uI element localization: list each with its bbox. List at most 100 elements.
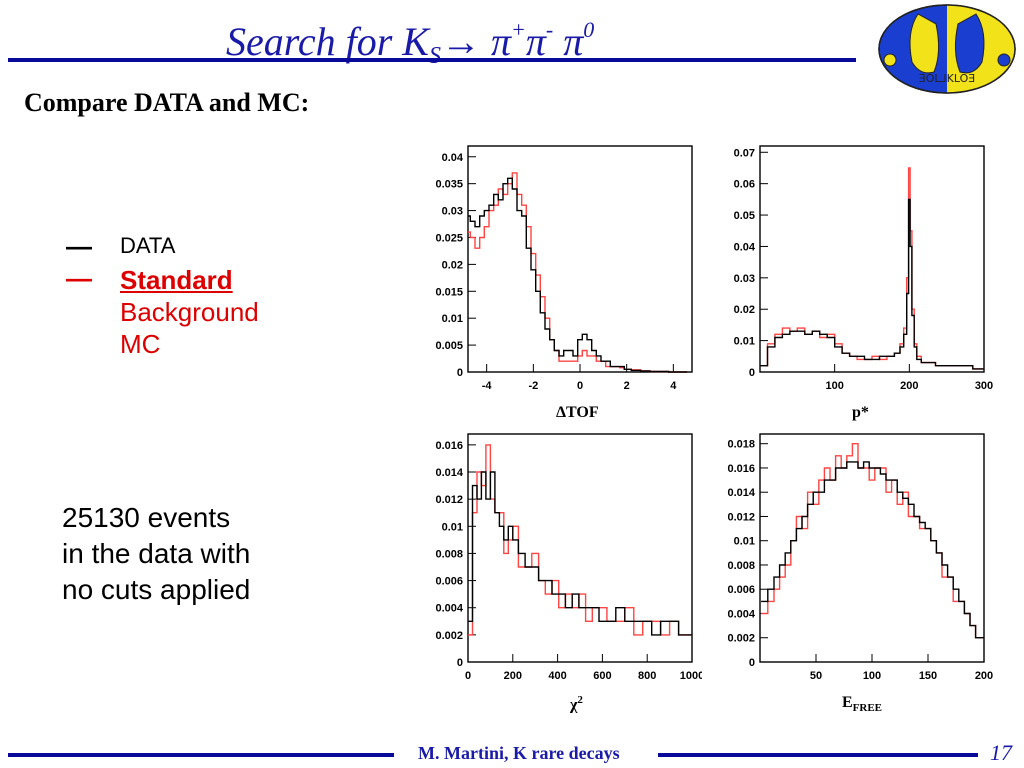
x-tick-label: 0 xyxy=(465,670,471,682)
y-tick-label: 0.016 xyxy=(727,463,755,475)
y-tick-label: 0.016 xyxy=(435,440,463,452)
y-tick-label: 0.02 xyxy=(442,259,463,271)
y-tick-label: 0.01 xyxy=(734,536,755,548)
x-tick-label: 800 xyxy=(638,670,656,682)
logo-text: ƎOL⅃KLOƎ xyxy=(919,72,975,85)
series-data-line xyxy=(760,198,984,370)
series-data-line xyxy=(468,471,692,636)
x-tick-label: 300 xyxy=(975,380,993,392)
title-plus: + xyxy=(511,17,526,42)
plot-frame xyxy=(759,433,985,663)
legend-mc-label-3: MC xyxy=(120,329,161,359)
title-pi-1: π xyxy=(480,19,511,64)
y-tick-label: 0.02 xyxy=(734,304,755,316)
xlabel-e-free-sub: FREE xyxy=(852,702,883,715)
y-tick-label: 0.05 xyxy=(734,210,755,222)
events-note: 25130 events in the data with no cuts ap… xyxy=(62,500,322,608)
xlabel-chi2-sup: 2 xyxy=(577,694,583,706)
footer-author: M. Martini, K rare decays xyxy=(418,743,620,763)
legend-mc-label-2: Background xyxy=(120,297,259,327)
y-tick-label: 0.03 xyxy=(442,206,463,218)
y-tick-label: 0.014 xyxy=(727,487,755,499)
series-data-line xyxy=(761,461,984,639)
plot-delta-tof: 0 0.005 0.01 0.015 0.02 0.025 0.03 0.035 0.04 -4 -… xyxy=(435,145,693,392)
title-divider xyxy=(8,58,856,62)
y-tick-label: 0.04 xyxy=(734,241,756,253)
y-tick-label: 0.002 xyxy=(435,630,463,642)
x-tick-label: 0 xyxy=(577,380,583,392)
x-tick-label: -4 xyxy=(482,380,493,392)
y-tick-label: 0.004 xyxy=(435,603,463,615)
legend-data-swatch: — xyxy=(66,231,92,261)
x-tick-label: 2 xyxy=(624,380,630,392)
y-tick-label: 0.06 xyxy=(734,179,755,191)
page-number: 17 xyxy=(990,740,1012,765)
y-tick-label: 0.004 xyxy=(727,608,755,620)
y-tick-label: 0 xyxy=(457,657,463,669)
plot-chi2: 0 0.002 0.004 0.006 0.008 0.01 0.012 0.014 0.016… xyxy=(435,433,702,682)
xlabel-delta-tof: ΔTOF xyxy=(556,404,599,421)
footer-divider-left xyxy=(8,753,394,757)
y-tick-label: 0.03 xyxy=(734,273,755,285)
x-tick-label: 200 xyxy=(975,670,993,682)
x-tick-label: 100 xyxy=(825,380,843,392)
x-tick-label: 150 xyxy=(919,670,937,682)
y-tick-label: 0.014 xyxy=(435,467,463,479)
title-zero: 0 xyxy=(583,17,595,42)
x-tick-label: 600 xyxy=(593,670,611,682)
plot-frame xyxy=(467,145,693,373)
subtitle: Compare DATA and MC: xyxy=(24,88,310,117)
xlabel-chi2-base: χ xyxy=(570,696,578,714)
plot-frame xyxy=(467,433,693,663)
events-line-3: no cuts applied xyxy=(62,574,251,605)
legend-mc-row: — Standard Background MC xyxy=(66,264,259,360)
x-tick-label: 400 xyxy=(548,670,566,682)
y-tick-label: 0.01 xyxy=(442,521,463,533)
y-tick-label: 0.008 xyxy=(435,548,463,560)
series-data-line xyxy=(468,177,688,373)
y-tick-label: 0 xyxy=(749,657,755,669)
x-tick-label: 4 xyxy=(670,380,677,392)
plot-e-free: 0 0.002 0.004 0.006 0.008 0.01 0.012 0.014 0.016… xyxy=(727,433,993,682)
y-tick-label: 0.018 xyxy=(727,439,755,451)
y-tick-label: 0.025 xyxy=(435,232,463,244)
xlabel-chi2: χ2 xyxy=(570,694,583,714)
y-tick-label: 0 xyxy=(457,367,463,379)
y-tick-label: 0.006 xyxy=(727,584,755,596)
y-tick-label: 0.008 xyxy=(727,560,755,572)
xlabel-e-free-base: E xyxy=(842,694,853,711)
y-tick-label: 0.01 xyxy=(442,313,463,325)
events-line-2: in the data with xyxy=(62,538,251,569)
kloe-logo: ƎOL⅃KLOƎ xyxy=(878,4,1016,94)
title-prefix: Search for K xyxy=(226,19,429,64)
xlabel-e-free: EFREE xyxy=(842,694,882,714)
y-tick-label: 0.002 xyxy=(727,633,755,645)
y-tick-label: 0 xyxy=(749,367,755,379)
legend: — DATA — Standard Background MC xyxy=(66,232,259,364)
y-tick-label: 0.012 xyxy=(435,494,463,506)
x-tick-label: -2 xyxy=(528,380,538,392)
y-tick-label: 0.012 xyxy=(727,511,755,523)
legend-data-row: — DATA xyxy=(66,232,259,260)
legend-mc-label-1: Standard xyxy=(120,265,233,295)
y-tick-label: 0.006 xyxy=(435,576,463,588)
slide-title: Search for KS→ π+π- π0 xyxy=(226,6,595,69)
y-tick-label: 0.005 xyxy=(435,340,463,352)
x-tick-label: 200 xyxy=(504,670,522,682)
series-mc-line xyxy=(468,444,692,636)
x-tick-label: 200 xyxy=(900,380,918,392)
footer-divider-right xyxy=(658,753,978,757)
plot-p-star: 0 0.01 0.02 0.03 0.04 0.05 0.06 0.07 100 200 300 xyxy=(734,145,993,392)
title-minus: - xyxy=(545,17,554,42)
x-tick-label: 100 xyxy=(863,670,881,682)
xlabel-p-star: p* xyxy=(852,404,869,421)
title-pi-2: π xyxy=(525,19,546,64)
y-tick-label: 0.07 xyxy=(734,147,755,159)
legend-data-label: DATA xyxy=(120,233,176,258)
y-tick-label: 0.035 xyxy=(435,179,463,191)
legend-mc-swatch: — xyxy=(66,263,92,293)
legend-mc-label: Standard Background MC xyxy=(120,264,259,360)
title-subscript: S xyxy=(428,43,441,69)
plot-frame xyxy=(759,145,985,373)
y-tick-label: 0.01 xyxy=(734,336,755,348)
